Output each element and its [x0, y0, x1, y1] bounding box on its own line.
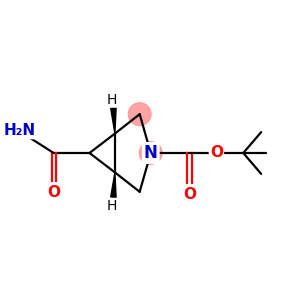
Text: H: H	[107, 199, 117, 212]
Text: H₂N: H₂N	[3, 123, 35, 138]
Text: H: H	[107, 93, 117, 107]
Circle shape	[128, 103, 151, 125]
Text: O: O	[47, 185, 60, 200]
Text: N: N	[144, 144, 158, 162]
Polygon shape	[111, 172, 116, 197]
Text: O: O	[183, 187, 196, 202]
Text: O: O	[210, 145, 223, 160]
Circle shape	[140, 142, 162, 164]
Polygon shape	[111, 108, 116, 134]
